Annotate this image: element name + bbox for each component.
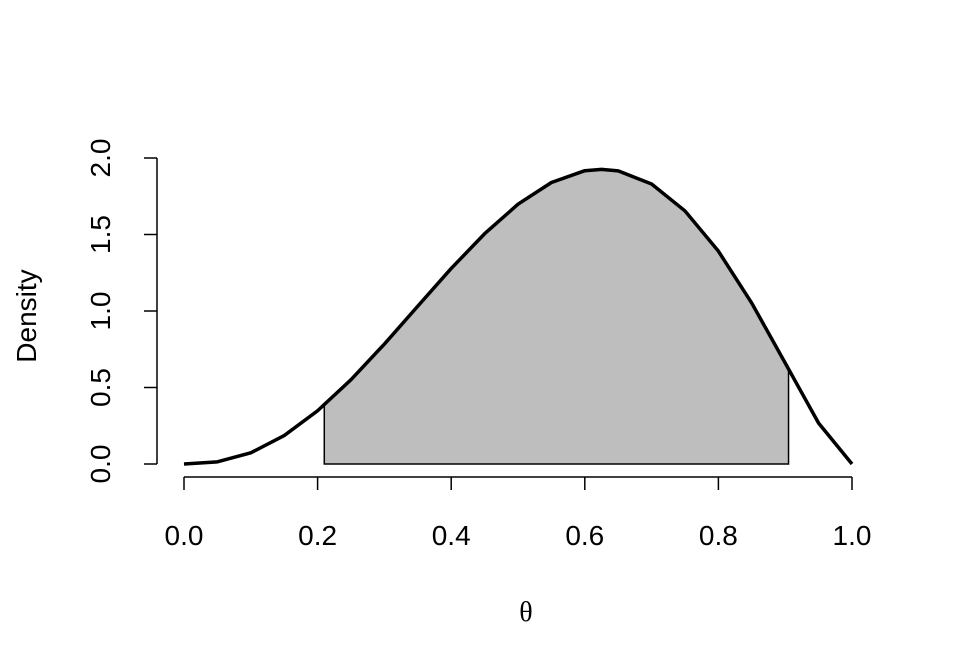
x-tick-label: 0.4: [432, 520, 471, 551]
y-tick-label: 0.0: [85, 445, 116, 484]
x-tick-label: 0.0: [165, 520, 204, 551]
y-axis-label: Density: [11, 269, 42, 362]
y-tick-label: 1.5: [85, 215, 116, 254]
x-tick-label: 0.2: [298, 520, 337, 551]
x-tick-label: 1.0: [833, 520, 872, 551]
y-tick-label: 1.0: [85, 292, 116, 331]
x-tick-label: 0.6: [565, 520, 604, 551]
x-axis-label: θ: [519, 597, 532, 628]
shaded-interval: [323, 168, 790, 465]
x-tick-label: 0.8: [699, 520, 738, 551]
y-tick-label: 0.5: [85, 368, 116, 407]
y-tick-label: 2.0: [85, 139, 116, 178]
density-line: [183, 167, 854, 466]
